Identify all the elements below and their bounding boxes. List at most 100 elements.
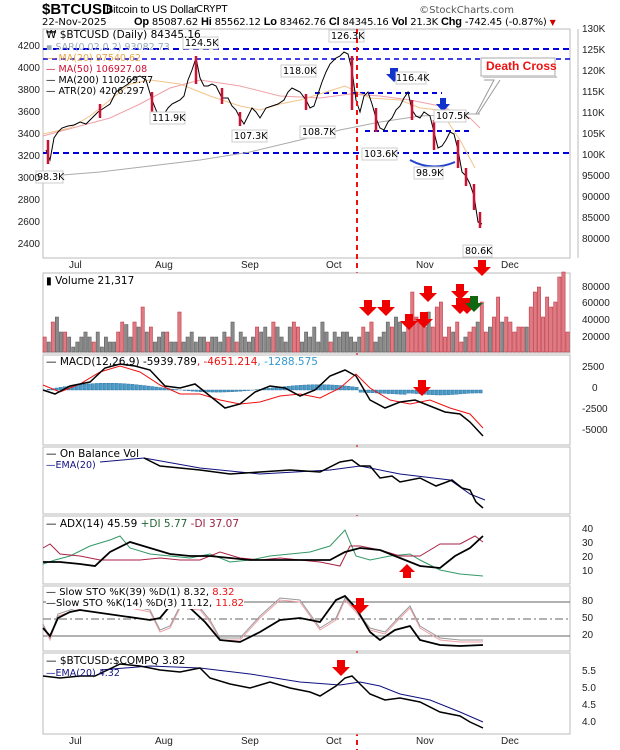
left-axis-tick: 3200	[17, 151, 40, 162]
obv-panel	[42, 446, 571, 515]
legend-ma50: — MA(50) 106927.08	[46, 64, 148, 75]
arrow-down-icon	[419, 286, 437, 302]
adx-axis-tick: 30	[582, 538, 594, 549]
high-value: 85562.12	[214, 17, 261, 28]
vol-value: 21.3K	[410, 17, 439, 28]
x-axis-tick: Dec	[501, 736, 519, 747]
x-axis-tick: Aug	[155, 260, 173, 271]
left-axis-tick: 4000	[17, 63, 40, 74]
bar-chart-icon: ▮	[46, 275, 52, 287]
macd-axis-tick: 2500	[582, 362, 605, 373]
arrow-down-icon	[415, 312, 433, 328]
ratio-ema-label: —EMA(20) 4.32	[46, 668, 120, 679]
right-axis-tick: 100K	[582, 150, 606, 161]
left-axis-tick: 3800	[17, 85, 40, 96]
arrow-down-icon	[400, 314, 418, 330]
left-axis-tick: 3000	[17, 173, 40, 184]
volume-axis-tick: 60000	[582, 298, 610, 309]
price-label: 111.9K	[152, 113, 186, 124]
volume-panel	[42, 260, 571, 354]
x-axis-tick: Sep	[241, 736, 259, 747]
exchange: CRYPT	[196, 4, 228, 15]
left-axis-tick: 4200	[17, 41, 40, 52]
left-axis-tick: 3400	[17, 129, 40, 140]
open-value: 85087.62	[151, 17, 198, 28]
right-axis-tick: 90000	[582, 192, 610, 203]
price-label: 108.7K	[302, 127, 336, 138]
volume-axis-tick: 40000	[582, 315, 610, 326]
candles-icon: ₩	[46, 29, 57, 41]
price-label: 124.5K	[185, 38, 219, 49]
x-axis-tick: Nov	[416, 736, 434, 747]
volume-axis-tick: 80000	[582, 282, 610, 293]
quote-date: 22-Nov-2025	[42, 17, 107, 28]
x-axis-tick: Jul	[69, 736, 82, 747]
obv-title: — On Balance Vol	[46, 448, 140, 460]
high-label: Hi	[200, 16, 212, 28]
right-axis-tick: 80000	[582, 234, 610, 245]
obv-ema-label: —EMA(20)	[46, 460, 96, 471]
ratio-title: — $BTCUSD:$COMPQ 3.82	[46, 655, 186, 667]
x-axis-tick: Aug	[155, 736, 173, 747]
legend-atr: — ATR(20) 4206.297	[46, 86, 145, 97]
chg-label: Chg	[441, 16, 462, 28]
sto-axis-tick: 50	[582, 613, 594, 624]
arrow-down-icon	[377, 300, 395, 316]
ratio-axis-tick: 4.5	[582, 700, 596, 711]
x-axis-tick: Jul	[69, 260, 82, 271]
price-label: 126.3K	[331, 31, 365, 42]
right-axis-tick: 115K	[582, 87, 605, 98]
sto-axis-tick: 20	[582, 630, 594, 641]
low-value: 83462.76	[279, 17, 326, 28]
triangle-down-icon: ▼	[549, 18, 556, 27]
close-value: 84345.16	[342, 17, 389, 28]
ratio-axis-tick: 4.0	[582, 717, 596, 728]
left-axis-tick: 2800	[17, 195, 40, 206]
open-label: Op	[134, 16, 149, 28]
x-axis-tick: Oct	[326, 736, 342, 747]
price-label: 118.0K	[283, 66, 317, 77]
x-axis-tick: Sep	[241, 260, 259, 271]
price-title-text: $BTCUSD (Daily) 84345.16	[59, 29, 201, 41]
right-axis-tick: 105K	[582, 129, 606, 140]
x-axis-tick: Nov	[416, 260, 434, 271]
legend-ma200: — MA(200) 110269.77	[46, 75, 154, 86]
arrow-down-icon	[436, 98, 450, 112]
chg-value: -742.45 (-0.87%)	[464, 17, 547, 28]
right-axis-tick: 85000	[582, 213, 610, 224]
price-panel	[35, 28, 579, 750]
price-label: 80.6K	[465, 246, 493, 257]
macd-axis-tick: -2500	[582, 404, 608, 415]
symbol-name: Bitcoin to US Dollar	[106, 4, 198, 16]
arrow-down-icon	[351, 598, 369, 614]
right-axis-tick: 110K	[582, 108, 605, 119]
ohlc-summary: Op 85087.62 Hi 85562.12 Lo 83462.76 Cl 8…	[134, 16, 556, 28]
arrow-down-icon	[332, 660, 350, 676]
sto-title-2: —Slow STO %K(14) %D(3) 11.12, 11.82	[46, 598, 245, 609]
ratio-panel	[42, 652, 571, 735]
price-label: 107.5K	[436, 111, 470, 122]
arrow-down-icon	[458, 298, 476, 314]
price-label: 107.3K	[234, 131, 268, 142]
macd-axis-tick: -5000	[582, 425, 608, 436]
adx-title: — ADX(14) 45.59 +DI 5.77 -DI 37.07	[46, 518, 240, 530]
adx-axis-tick: 40	[582, 524, 594, 535]
close-label: Cl	[328, 16, 340, 28]
vol-label: Vol	[391, 16, 408, 28]
left-axis-tick: 3600	[17, 107, 40, 118]
death-cross-callout: Death Cross	[486, 59, 557, 73]
right-axis-tick: 130K	[582, 24, 606, 35]
adx-panel	[42, 515, 571, 585]
right-axis-tick: 120K	[582, 66, 606, 77]
arrow-up-icon	[399, 564, 415, 578]
macd-axis-tick: 0	[592, 383, 598, 394]
sto-axis-tick: 80	[582, 596, 594, 607]
symbol: $BTCUSD	[42, 1, 113, 18]
right-axis-tick: 125K	[582, 45, 606, 56]
volume-title: ▮ Volume 21,317	[46, 275, 135, 287]
price-panel-title: ₩ $BTCUSD (Daily) 84345.16	[46, 30, 201, 41]
arrow-down-icon	[465, 296, 483, 312]
adx-axis-tick: 20	[582, 552, 594, 563]
legend-ma20: — MA(20) 97540.62	[46, 53, 142, 64]
